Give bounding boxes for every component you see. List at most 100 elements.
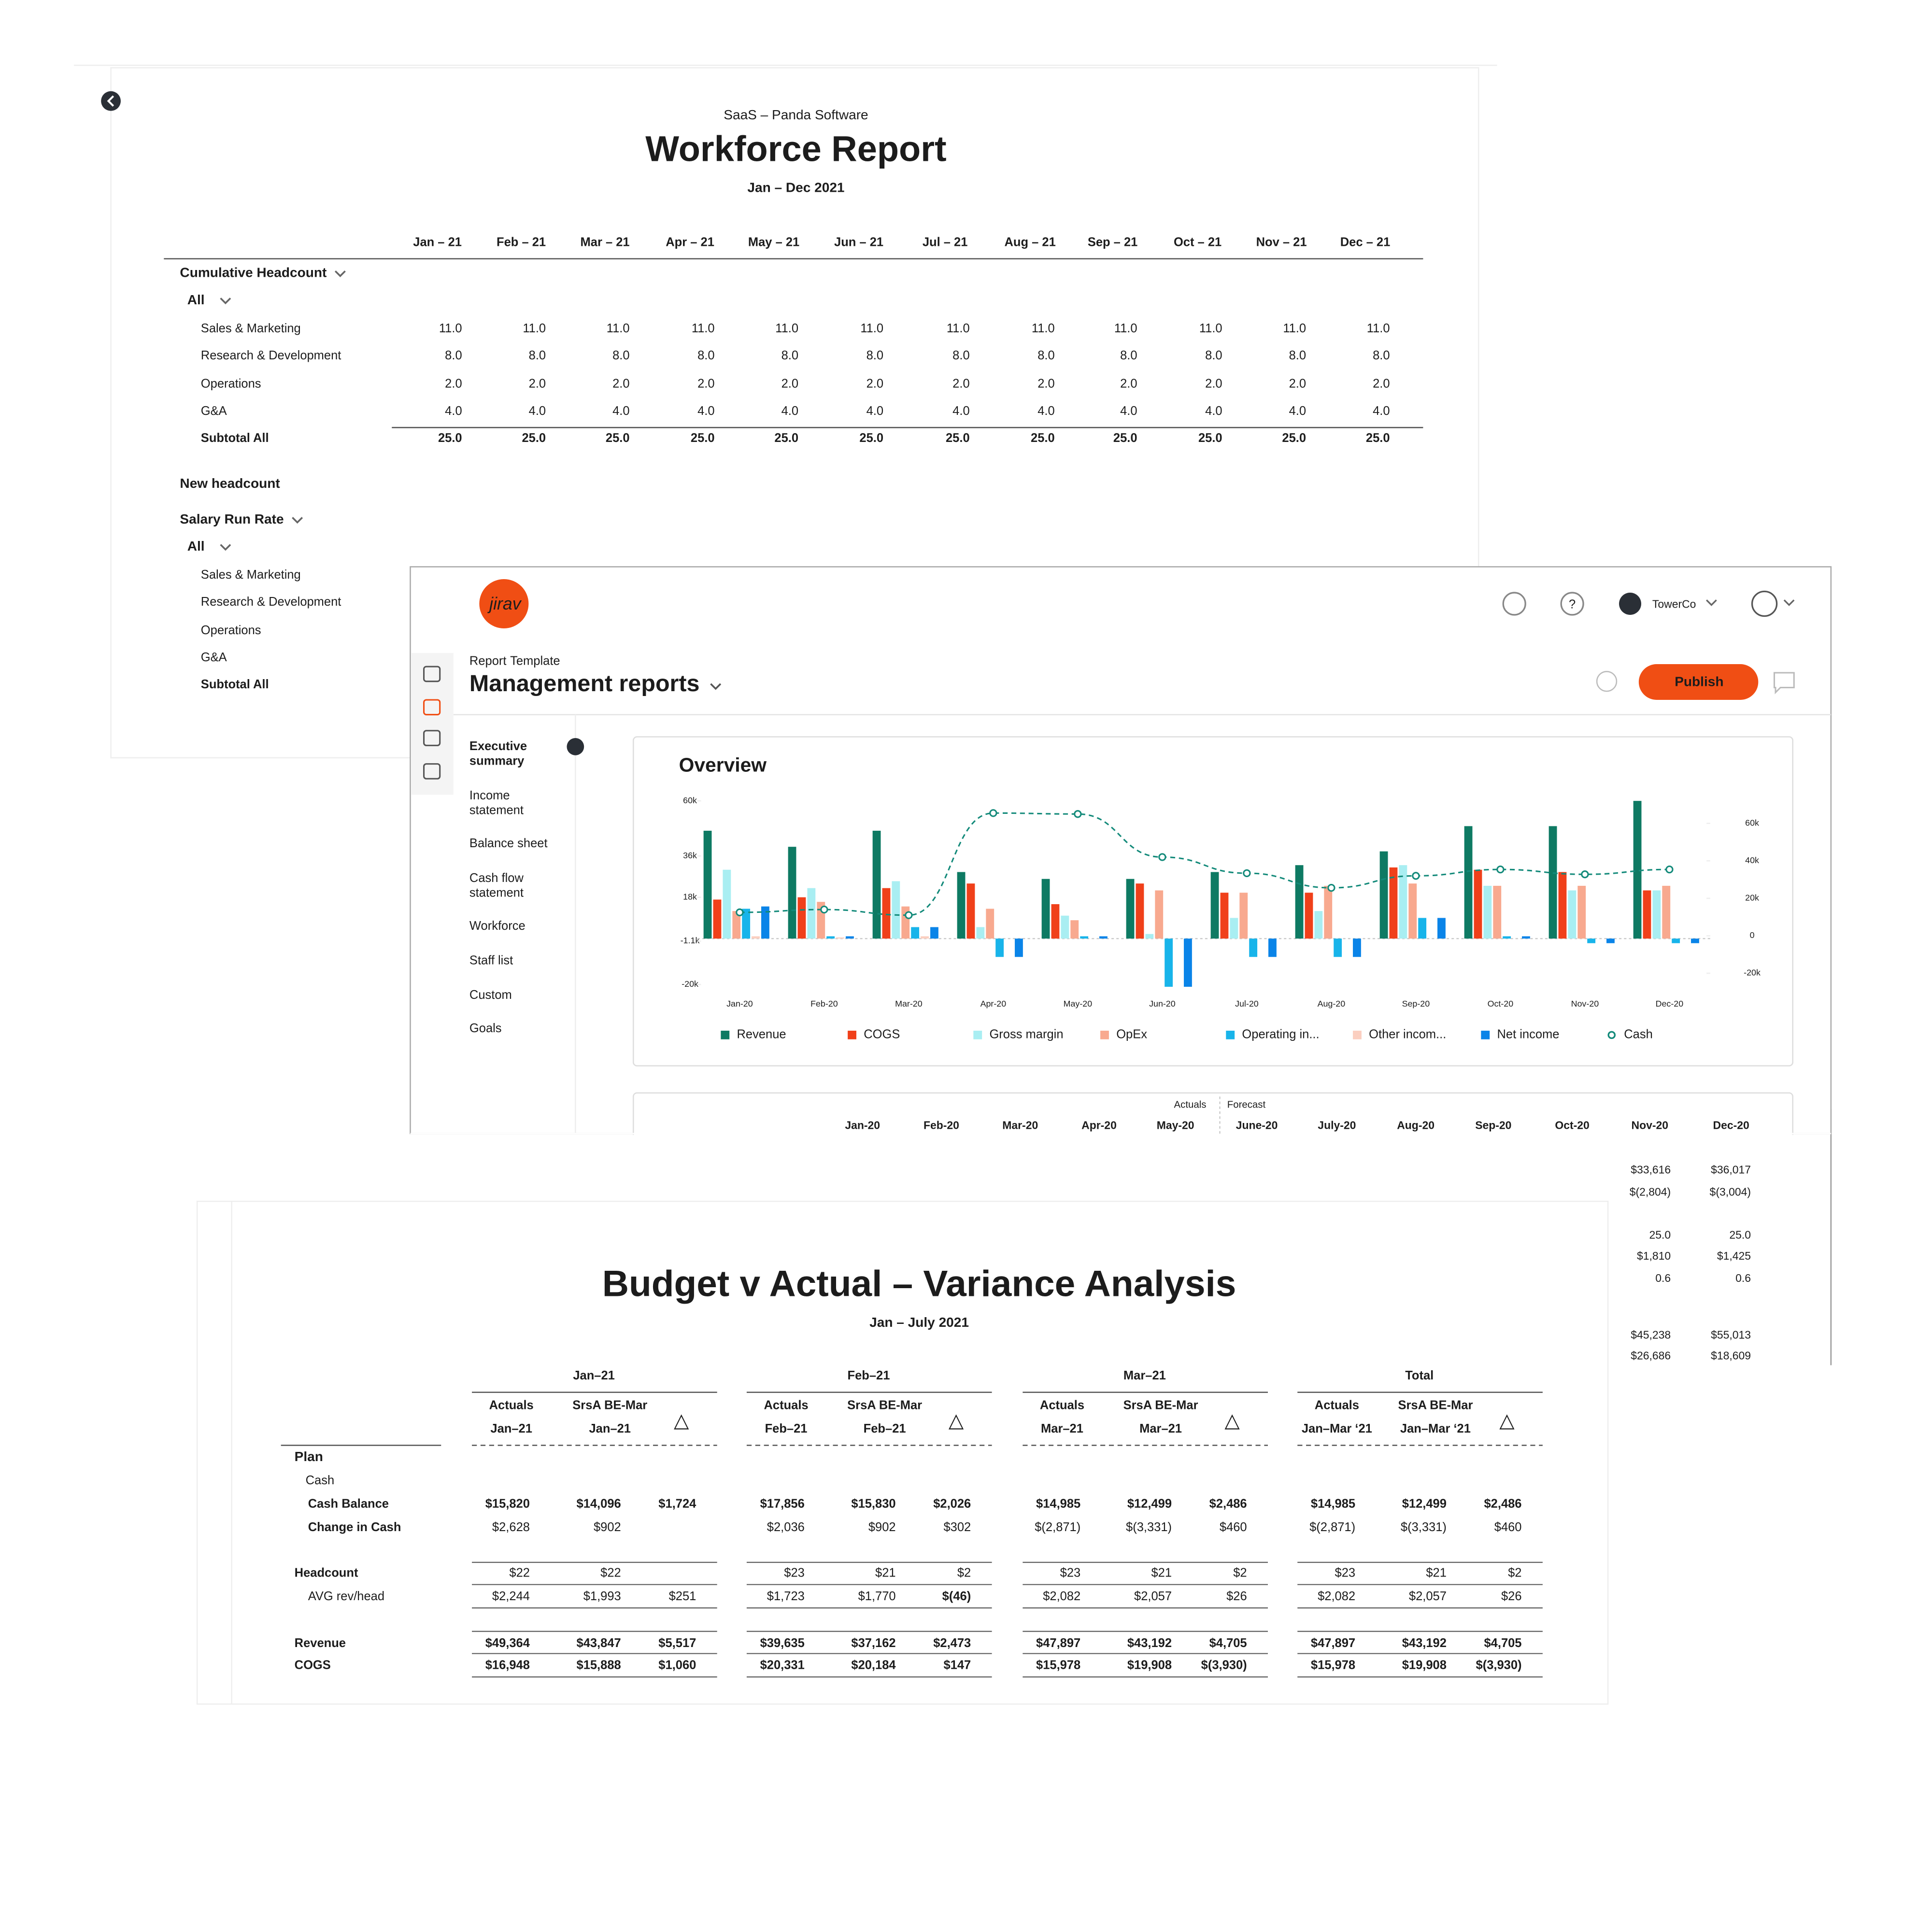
cell: $33,616 [1631, 1164, 1671, 1176]
cell: 4.0 [1373, 404, 1390, 418]
report-period: Jan – Dec 2021 [747, 180, 844, 195]
month-header: Dec – 21 [1340, 235, 1391, 249]
nav-item[interactable]: Workforce [469, 919, 526, 933]
company-name: SaaS – Panda Software [724, 107, 868, 122]
legend-label[interactable]: Other incom... [1369, 1028, 1446, 1041]
rail-icon[interactable] [423, 763, 441, 780]
cell: 25.0 [1729, 1229, 1751, 1241]
expand-chevron[interactable] [292, 517, 303, 524]
x-tick-label: Sep-20 [1402, 999, 1430, 1009]
nav-item[interactable]: Custom [469, 988, 512, 1002]
bar [1389, 867, 1398, 939]
user-avatar[interactable] [1751, 590, 1778, 617]
rail-icon[interactable] [423, 699, 441, 716]
actuals-label: Actuals [1174, 1100, 1207, 1110]
nav-item[interactable]: Goals [469, 1022, 502, 1035]
rail-icon[interactable] [423, 666, 441, 682]
bar [1184, 938, 1192, 987]
expand-chevron[interactable] [220, 298, 231, 305]
row-label: G&A [201, 404, 227, 418]
cell: $2,628 [492, 1520, 530, 1534]
column-header: July-20 [1318, 1119, 1356, 1132]
section-title[interactable]: New headcount [180, 476, 280, 491]
column-header: △ [674, 1409, 689, 1432]
cell: $(2,804) [1630, 1185, 1671, 1198]
legend-label[interactable]: Cash [1624, 1028, 1653, 1041]
row-label: Revenue [295, 1636, 346, 1650]
nav-item[interactable]: Cash flow statement [469, 871, 527, 900]
cash-point [1243, 869, 1251, 878]
legend-label[interactable]: Gross margin [989, 1028, 1063, 1041]
legend-label[interactable]: COGS [864, 1028, 900, 1041]
legend-label[interactable]: Revenue [737, 1028, 786, 1041]
page-title[interactable]: Management reports [469, 670, 700, 696]
cell: $55,013 [1711, 1328, 1751, 1341]
publish-button[interactable] [1638, 664, 1759, 700]
cell: $1,724 [658, 1497, 696, 1511]
x-tick-label: Dec-20 [1656, 999, 1684, 1009]
group-label[interactable]: All [187, 539, 205, 554]
notifications-icon[interactable] [1502, 592, 1526, 616]
cash-point [1074, 810, 1082, 818]
cell: 11.0 [692, 322, 715, 335]
column-header: △ [1224, 1409, 1240, 1432]
y2-tick-label: 20k [1745, 893, 1759, 903]
section-title[interactable]: Cumulative Headcount [180, 265, 327, 280]
legend-label[interactable]: Operating in... [1242, 1028, 1319, 1041]
cell: $19,908 [1127, 1659, 1172, 1672]
bar [1334, 938, 1342, 957]
bar [1672, 938, 1680, 943]
cell: $2 [1233, 1566, 1247, 1579]
more-button[interactable] [1596, 671, 1618, 692]
cell: $2,473 [933, 1636, 971, 1650]
nav-item[interactable]: Income statement [469, 789, 524, 817]
cash-point [1496, 865, 1505, 874]
row-label: Change in Cash [308, 1520, 401, 1534]
row-label: Headcount [295, 1566, 358, 1579]
bar [703, 830, 712, 939]
column-header: △ [1499, 1409, 1515, 1432]
cell: $1,810 [1637, 1250, 1671, 1262]
publish-label[interactable]: Publish [1675, 674, 1723, 689]
bar [1239, 893, 1248, 939]
group-label[interactable]: All [187, 292, 205, 307]
subtotal-cell: 25.0 [1282, 431, 1306, 445]
cell: 11.0 [1367, 322, 1390, 335]
org-avatar[interactable] [1619, 593, 1641, 615]
bar [995, 938, 1004, 957]
cell: $26,686 [1631, 1350, 1671, 1362]
legend-label[interactable]: Net income [1497, 1028, 1559, 1041]
row-label: Operations [201, 377, 261, 391]
nav-item[interactable]: Balance sheet [469, 837, 548, 850]
nav-item[interactable]: Executive summary [469, 739, 530, 768]
cash-point [1665, 865, 1674, 874]
bar [732, 911, 741, 939]
nav-item[interactable]: Staff list [469, 954, 513, 967]
expand-chevron[interactable] [220, 544, 231, 551]
bar [1230, 918, 1238, 939]
column-header: SrsA BE-Mar [1123, 1398, 1198, 1412]
cell: $1,770 [858, 1590, 896, 1603]
cell: 8.0 [445, 349, 462, 362]
cell: 2.0 [1037, 377, 1054, 391]
cell: $12,499 [1127, 1497, 1172, 1511]
expand-chevron[interactable] [334, 270, 346, 277]
collapse-nav[interactable] [567, 738, 584, 755]
comment-icon[interactable] [1773, 672, 1795, 695]
legend-label[interactable]: OpEx [1116, 1028, 1147, 1041]
cell: 8.0 [612, 349, 629, 362]
cell: $26 [1226, 1590, 1247, 1603]
cell: $22 [600, 1566, 621, 1579]
bar [752, 936, 760, 939]
cell: 2.0 [529, 377, 546, 391]
row-label: Cash Balance [308, 1497, 389, 1511]
back-arrow [107, 95, 114, 107]
cell: $2 [1508, 1566, 1521, 1579]
rail-icon[interactable] [423, 730, 441, 746]
org-name[interactable]: TowerCo [1652, 598, 1696, 611]
help-icon[interactable] [1560, 592, 1584, 616]
bar [1136, 883, 1144, 939]
y-tick-label: -20k [682, 979, 698, 989]
back-button[interactable] [101, 91, 121, 111]
section-title[interactable]: Salary Run Rate [180, 511, 284, 526]
